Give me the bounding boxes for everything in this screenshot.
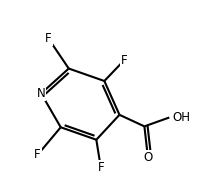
Text: F: F: [121, 54, 127, 67]
Text: N: N: [37, 87, 46, 100]
Text: OH: OH: [173, 111, 191, 124]
Text: O: O: [143, 151, 153, 164]
Text: F: F: [97, 161, 104, 174]
Text: F: F: [45, 32, 52, 45]
Text: F: F: [34, 148, 41, 161]
